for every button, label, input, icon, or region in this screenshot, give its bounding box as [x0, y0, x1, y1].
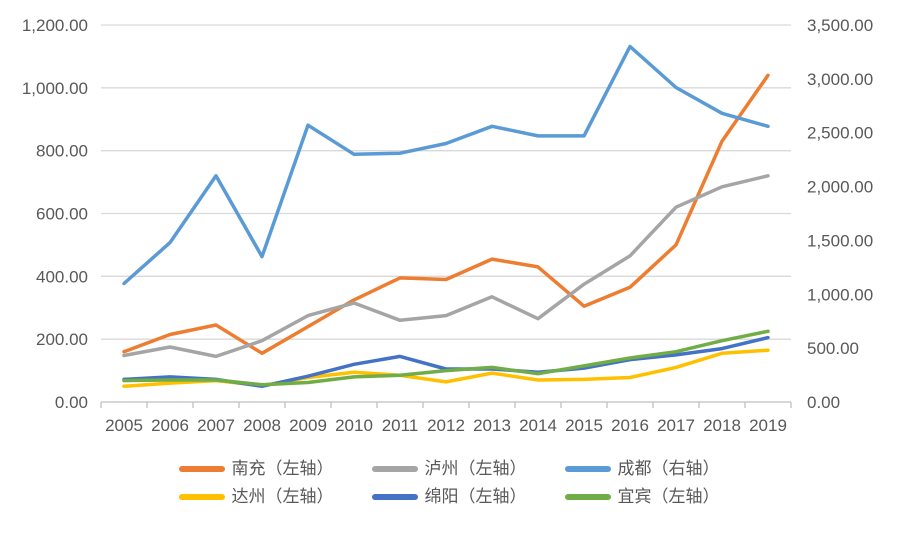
y-right-tick-label: 2,000.00: [807, 178, 873, 197]
x-tick-label: 2013: [473, 416, 511, 435]
y-left-tick-label: 0.00: [55, 393, 88, 412]
y-left-tick-label: 400.00: [36, 267, 88, 286]
x-tick-label: 2007: [197, 416, 235, 435]
x-tick-label: 2018: [703, 416, 741, 435]
legend-label-nanchong: 南充（左轴）: [231, 459, 334, 478]
x-tick-label: 2006: [151, 416, 189, 435]
x-tick-label: 2009: [289, 416, 327, 435]
legend-marker-yibin: [564, 493, 611, 500]
chart-legend: 南充（左轴） 泸州（左轴） 成都（右轴） 达州（左轴） 绵阳（左轴）: [0, 460, 898, 505]
x-tick-label: 2019: [749, 416, 787, 435]
legend-item-nanchong: 南充（左轴）: [178, 459, 334, 478]
y-right-tick-label: 500.00: [807, 339, 859, 358]
x-tick-label: 2008: [243, 416, 281, 435]
y-right-tick-label: 1,500.00: [807, 231, 873, 250]
series-line-chengdu: [122, 44, 770, 286]
y-right-tick-label: 3,500.00: [807, 16, 873, 35]
legend-label-chengdu: 成都（右轴）: [617, 459, 720, 478]
x-tick-label: 2017: [657, 416, 695, 435]
legend-label-luzhou: 泸州（左轴）: [424, 459, 527, 478]
legend-marker-dazhou: [178, 493, 225, 500]
legend-label-yibin: 宜宾（左轴）: [617, 487, 720, 506]
legend-marker-chengdu: [564, 465, 611, 472]
x-tick-label: 2016: [611, 416, 649, 435]
x-tick-label: 2011: [382, 416, 419, 435]
y-left-tick-label: 1,000.00: [22, 79, 88, 98]
legend-row-2: 达州（左轴） 绵阳（左轴） 宜宾（左轴）: [178, 487, 720, 506]
legend-item-dazhou: 达州（左轴）: [178, 487, 334, 506]
x-tick-label: 2010: [335, 416, 373, 435]
y-right-tick-label: 1,000.00: [807, 285, 873, 304]
series-line-luzhou: [122, 174, 770, 359]
series-line-nanchong: [122, 73, 770, 356]
x-tick-label: 2005: [105, 416, 143, 435]
y-left-tick-label: 800.00: [36, 142, 88, 161]
legend-row-1: 南充（左轴） 泸州（左轴） 成都（右轴）: [178, 459, 720, 478]
y-left-tick-label: 1,200.00: [22, 16, 88, 35]
legend-marker-nanchong: [178, 465, 225, 472]
line-chart-plot: 0.00 200.00 400.00 600.00 800.00 1,000.00 1,20…: [22, 16, 873, 435]
y-right-tick-label: 0.00: [807, 393, 840, 412]
x-tick-label: 2014: [519, 416, 557, 435]
legend-item-chengdu: 成都（右轴）: [564, 459, 720, 478]
legend-marker-mianyang: [371, 493, 418, 500]
x-tick-label: 2015: [565, 416, 603, 435]
legend-marker-luzhou: [371, 465, 418, 472]
legend-item-yibin: 宜宾（左轴）: [564, 487, 720, 506]
y-right-tick-label: 3,000.00: [807, 70, 873, 89]
legend-label-dazhou: 达州（左轴）: [231, 487, 334, 506]
x-tick-label: 2012: [427, 416, 465, 435]
y-left-tick-label: 200.00: [36, 330, 88, 349]
legend-item-mianyang: 绵阳（左轴）: [371, 487, 527, 506]
series-line-yibin: [122, 329, 770, 387]
legend-label-mianyang: 绵阳（左轴）: [424, 487, 527, 506]
legend-item-luzhou: 泸州（左轴）: [371, 459, 527, 478]
y-right-tick-label: 2,500.00: [807, 124, 873, 143]
y-left-tick-label: 600.00: [36, 205, 88, 224]
